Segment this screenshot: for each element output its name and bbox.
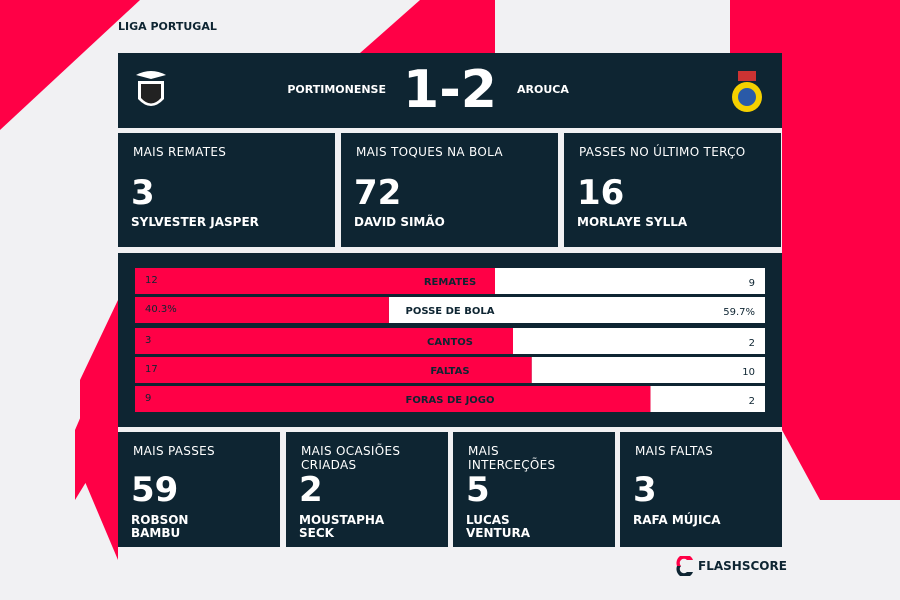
card-value: 2	[299, 470, 323, 510]
away-logo	[732, 71, 762, 112]
away-bar	[495, 268, 765, 294]
card-value: 3	[633, 470, 657, 510]
card-title: MAIS OCASIÕES CRIADAS	[301, 444, 401, 472]
home-bar	[135, 297, 389, 323]
away-value: 9	[748, 278, 755, 289]
card-player: MOUSTAPHA SECK	[299, 513, 385, 540]
home-team: PORTIMONENSE	[287, 83, 386, 96]
card-value: 59	[131, 470, 179, 510]
score-panel: PORTIMONENSE 1-2 AROUCA	[118, 53, 782, 128]
stat-card: PASSES NO ÚLTIMO TERÇO 16 MORLAYE SYLLA	[564, 133, 781, 247]
home-value: 12	[145, 275, 158, 286]
stat-card: MAIS OCASIÕES CRIADAS 2 MOUSTAPHA SECK	[286, 432, 448, 547]
away-value: 2	[748, 396, 755, 407]
stat-card: MAIS INTERCEÇÕES 5 LUCAS VENTURA	[453, 432, 615, 547]
brand: FLASHSCORE	[698, 559, 787, 573]
league: LIGA PORTUGAL	[118, 20, 217, 33]
card-value: 16	[577, 173, 625, 213]
comparison-panel: 12 9 REMATES 40.3% 59.7% POSSE DE BOLA 3 2 CANTO…	[118, 253, 782, 427]
home-bar	[135, 328, 513, 354]
card-player: RAFA MÚJICA	[633, 513, 721, 527]
card-title: MAIS REMATES	[133, 145, 227, 159]
home-bar	[135, 386, 651, 412]
away-bar	[650, 386, 765, 412]
row-label: REMATES	[423, 277, 477, 288]
score: 1-2	[403, 60, 497, 120]
away-bar	[388, 297, 765, 323]
stat-card: MAIS REMATES 3 SYLVESTER JASPER	[118, 133, 335, 247]
card-player: MORLAYE SYLLA	[577, 215, 688, 229]
home-value: 9	[145, 393, 152, 404]
away-bar	[513, 328, 765, 354]
card-player: SYLVESTER JASPER	[131, 215, 259, 229]
card-player: DAVID SIMÃO	[354, 215, 445, 229]
home-value: 3	[145, 335, 152, 346]
card-title: MAIS INTERCEÇÕES	[468, 444, 556, 472]
away-value: 10	[742, 367, 755, 378]
stat-card: MAIS TOQUES NA BOLA 72 DAVID SIMÃO	[341, 133, 558, 247]
stat-card: MAIS FALTAS 3 RAFA MÚJICA	[620, 432, 782, 547]
card-title: MAIS FALTAS	[635, 444, 714, 458]
card-value: 5	[466, 470, 490, 510]
row-label: FALTAS	[430, 366, 470, 377]
home-logo	[136, 71, 166, 106]
brand-logo	[676, 556, 693, 576]
away-bar	[531, 357, 765, 383]
home-bar	[135, 357, 532, 383]
card-value: 3	[131, 173, 155, 213]
card-value: 72	[354, 173, 402, 213]
home-bar	[135, 268, 495, 294]
home-value: 17	[145, 364, 158, 375]
row-label: FORAS DE JOGO	[405, 395, 495, 406]
away-value: 2	[748, 338, 755, 349]
row-label: CANTOS	[427, 337, 473, 348]
comparison-bars	[135, 268, 765, 412]
away-value: 59.7%	[723, 307, 755, 318]
home-value: 40.3%	[145, 304, 177, 315]
card-title: MAIS TOQUES NA BOLA	[356, 145, 503, 159]
away-team: AROUCA	[517, 83, 569, 96]
card-player: LUCAS VENTURA	[466, 513, 530, 540]
row-label: POSSE DE BOLA	[405, 306, 495, 317]
card-title: PASSES NO ÚLTIMO TERÇO	[579, 145, 746, 159]
card-player: ROBSON BAMBU	[131, 513, 189, 540]
stat-card: MAIS PASSES 59 ROBSON BAMBU	[118, 432, 280, 547]
card-title: MAIS PASSES	[133, 444, 215, 458]
